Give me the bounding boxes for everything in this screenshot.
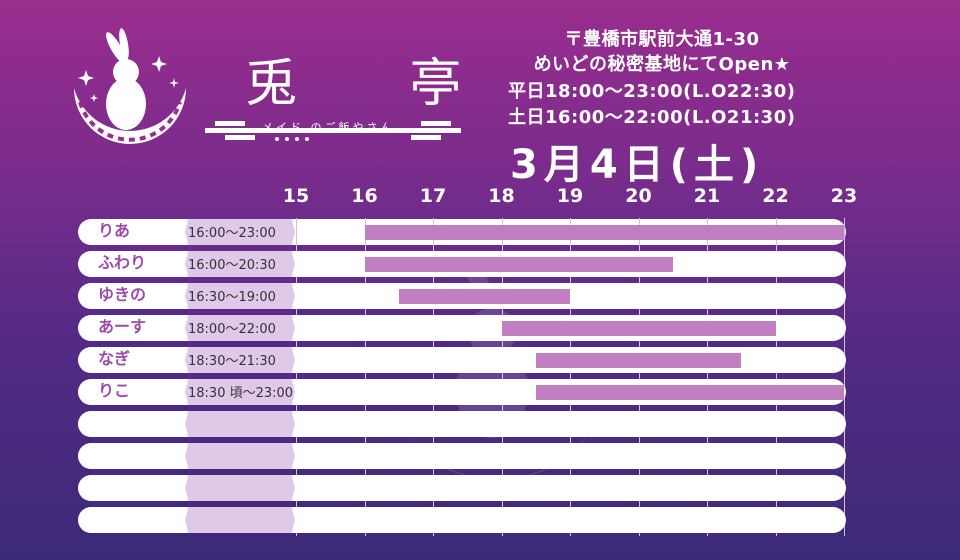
shift-time: 16:00〜23:00 [188,226,276,241]
shift-bar [398,289,570,304]
hour-label: 23 [830,185,858,207]
hour-gridline [364,218,366,536]
hour-gridline [501,218,503,536]
hour-label: 16 [351,185,378,207]
hour-label: 17 [419,185,447,207]
staff-name: ふわり [98,253,147,272]
hour-label: 15 [282,185,310,207]
hour-label: 20 [625,185,652,207]
hour-gridline [707,218,708,536]
staff-name: りあ [98,221,131,240]
schedule-date: 3月4日(土) [510,142,765,188]
hour-label: 21 [693,185,721,207]
ribbon-decoration [205,121,461,141]
shift-time: 18:30 頃〜23:00 [188,386,294,401]
staff-name: あーす [98,317,147,336]
shift-time: 18:00〜22:00 [188,322,276,337]
hour-label: 22 [762,185,789,207]
shift-time: 16:00〜20:30 [188,258,276,273]
shift-tab [185,475,295,501]
shift-bar [535,385,844,400]
shift-tab [185,411,295,437]
weekend-hours: 土日16:00〜22:00(L.O21:30) [508,107,796,128]
hour-gridline [433,218,434,536]
shift-bar [364,257,673,272]
staff-name: りこ [98,381,131,400]
shift-tab [185,379,295,405]
shop-name: 兎 亭 [245,54,510,114]
shift-tab [185,219,295,245]
shift-tab [185,507,295,533]
rabbit-moon-logo [74,28,186,144]
open-notice: めいどの秘密基地にてOpen★ [533,54,791,75]
staff-name: なぎ [98,349,131,368]
address: 〒豊橋市駅前大通1-30 [564,29,760,50]
shift-bar [535,353,742,368]
hour-label: 18 [488,185,515,207]
shift-tab [185,283,295,309]
shift-bar [501,321,776,336]
shift-time: 16:30〜19:00 [188,290,276,305]
shift-bar [364,225,844,240]
hour-gridline [638,218,640,536]
shop-subtitle: メイド のご飯やさん [262,121,395,134]
shift-tab [185,251,295,277]
hour-gridline [844,218,845,536]
shift-time: 18:30〜21:30 [188,354,276,369]
hour-gridline [296,218,297,536]
sparkle-icon [78,56,179,102]
hour-gridline [570,218,571,536]
weekday-hours: 平日18:00〜23:00(L.O22:30) [508,81,796,102]
shift-tab [185,347,295,373]
staff-name: ゆきの [98,285,147,304]
shift-tab [185,443,295,469]
hour-gridline [775,218,777,536]
shift-tab [185,315,295,341]
hour-label: 19 [556,185,584,207]
